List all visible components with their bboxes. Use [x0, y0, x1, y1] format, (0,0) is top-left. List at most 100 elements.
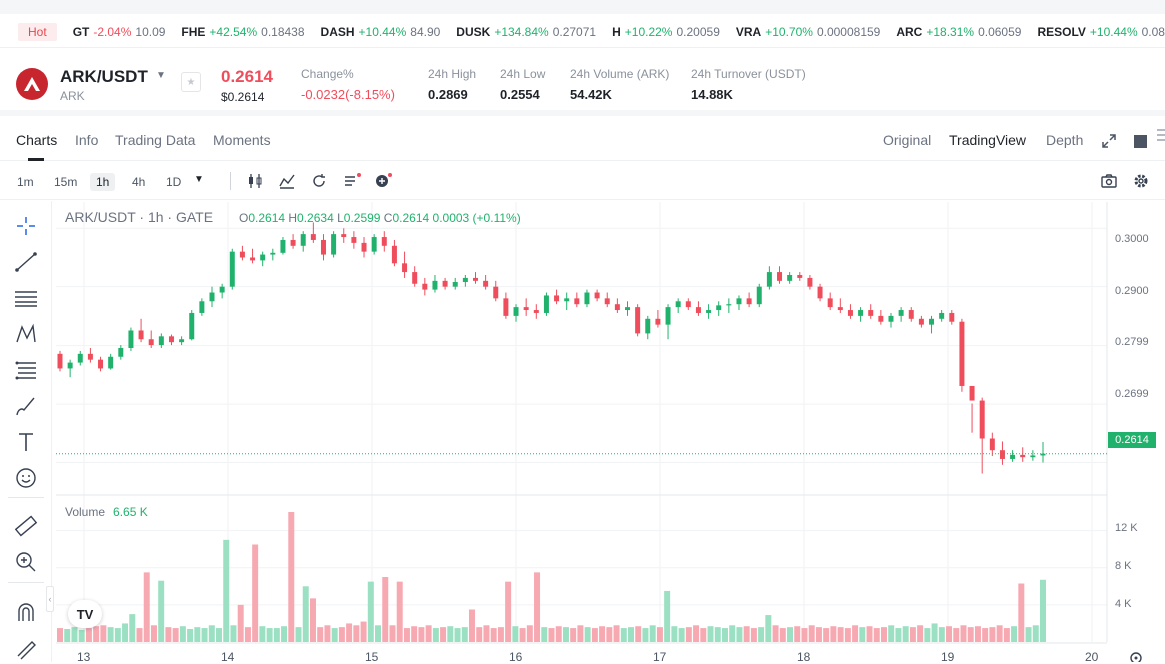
- volume-bar: [620, 628, 627, 642]
- emoji-icon[interactable]: [14, 466, 38, 490]
- axis-settings-icon[interactable]: [1128, 650, 1144, 662]
- ticker-item[interactable]: RESOLV+10.44%0.08602: [1037, 25, 1165, 39]
- crosshair-icon[interactable]: [14, 214, 38, 238]
- volume-bar: [902, 626, 909, 642]
- interval-1d[interactable]: 1D: [166, 175, 182, 189]
- ohlc-low: 0.2599: [343, 211, 381, 225]
- tab-charts[interactable]: Charts: [16, 132, 58, 148]
- volume-bar: [403, 628, 410, 642]
- candle-body: [67, 362, 73, 369]
- volume-bar: [309, 598, 316, 642]
- volume-bar: [772, 625, 779, 642]
- collapse-sidebar-handle[interactable]: ‹: [46, 586, 54, 612]
- candle-type-icon[interactable]: [246, 172, 264, 190]
- tab-original[interactable]: Original: [883, 132, 932, 148]
- ticker-change: +10.44%: [1089, 24, 1138, 39]
- ticker-price: 0.18438: [261, 24, 305, 39]
- tab-depth[interactable]: Depth: [1046, 132, 1084, 148]
- ohlc-legend: O0.2614 H0.2634 L0.2599 C0.2614 0.0003 (…: [239, 211, 521, 225]
- volume-bar: [223, 539, 230, 642]
- ruler-measure-icon[interactable]: [14, 514, 38, 538]
- volume-bar: [93, 626, 100, 642]
- volume-bar: [946, 626, 953, 642]
- fibonacci-icon[interactable]: [14, 358, 38, 382]
- add-alert-icon[interactable]: [374, 172, 392, 190]
- templates-icon[interactable]: [343, 172, 361, 190]
- interval-15m[interactable]: 15m: [54, 175, 78, 189]
- menu-icon[interactable]: [1157, 129, 1165, 141]
- volume-bar: [201, 628, 208, 642]
- favorite-star-icon[interactable]: ★: [181, 72, 201, 92]
- interval-dropdown-icon[interactable]: ▼: [194, 174, 204, 185]
- candle-body: [310, 234, 316, 240]
- volume-bar: [656, 627, 663, 642]
- candle-body: [432, 280, 438, 290]
- candle-body: [219, 286, 225, 293]
- volume-bar: [534, 572, 541, 642]
- text-tool-icon[interactable]: [14, 430, 38, 454]
- tab-tradingview[interactable]: TradingView: [949, 132, 1027, 148]
- candle-body: [695, 307, 701, 313]
- volume-bar: [396, 581, 403, 642]
- tab-info[interactable]: Info: [75, 132, 99, 148]
- candle-body: [452, 282, 458, 287]
- volume-bar: [664, 590, 671, 642]
- volume-bar: [577, 625, 584, 642]
- brush-icon[interactable]: [14, 394, 38, 418]
- fullscreen-icon[interactable]: [1102, 134, 1116, 148]
- candle-body: [827, 298, 833, 308]
- volume-bar: [338, 627, 345, 642]
- ticker-price: 0.00008159: [816, 24, 881, 39]
- volume-bar: [512, 626, 519, 642]
- volume-bar: [967, 627, 974, 642]
- screenshot-camera-icon[interactable]: [1100, 172, 1118, 190]
- pair-title[interactable]: ARK/USDT: [60, 67, 148, 86]
- ticker-item[interactable]: VRA +10.70% 0.00008159: [736, 25, 880, 39]
- ticker-item[interactable]: GT -2.04% 10.09: [73, 25, 166, 39]
- last-price-usd: $0.2614: [221, 90, 265, 104]
- horizontal-lines-icon[interactable]: [14, 286, 38, 310]
- compare-refresh-icon[interactable]: [310, 172, 328, 190]
- pair-dropdown-caret-icon[interactable]: ▼: [156, 70, 166, 81]
- volume-bar: [830, 626, 837, 642]
- volume-bar: [172, 628, 179, 642]
- hot-badge[interactable]: Hot: [18, 22, 57, 41]
- interval-1m[interactable]: 1m: [17, 175, 34, 189]
- volume-bar: [526, 625, 533, 642]
- volume-axis-label: 4 K: [1115, 598, 1132, 610]
- settings-gear-icon[interactable]: [1132, 172, 1150, 190]
- volume-bar: [57, 628, 63, 642]
- candle-body: [513, 307, 519, 316]
- tradingview-logo-icon[interactable]: TV: [68, 600, 102, 628]
- zoom-in-icon[interactable]: [14, 550, 38, 574]
- stat-value: 0.2869: [428, 87, 468, 102]
- ticker-item[interactable]: ARC +18.31% 0.06059: [896, 25, 1021, 39]
- pattern-icon[interactable]: [14, 322, 38, 346]
- volume-bar: [367, 581, 374, 642]
- ticker-item[interactable]: DUSK +134.84% 0.27071: [456, 25, 596, 39]
- ticker-symbol: GT: [72, 24, 90, 39]
- trend-line-icon[interactable]: [14, 250, 38, 274]
- volume-bar: [1011, 626, 1018, 642]
- volume-bar: [591, 628, 598, 642]
- magnet-icon[interactable]: [14, 600, 38, 624]
- volume-bar: [960, 625, 967, 642]
- indicators-icon[interactable]: [278, 172, 296, 190]
- tab-moments[interactable]: Moments: [213, 132, 271, 148]
- candle-body: [381, 237, 387, 246]
- candle-body: [959, 321, 965, 386]
- lock-drawing-icon[interactable]: [14, 636, 38, 660]
- interval-4h[interactable]: 4h: [132, 175, 146, 189]
- tab-trading-data[interactable]: Trading Data: [115, 132, 196, 148]
- candle-body: [290, 239, 296, 246]
- ticker-symbol: DUSK: [456, 24, 491, 39]
- interval-1h[interactable]: 1h: [90, 173, 116, 191]
- volume-bar: [685, 627, 692, 642]
- ticker-item[interactable]: DASH +10.44% 84.90: [321, 25, 441, 39]
- layout-toggle-icon[interactable]: [1134, 135, 1147, 148]
- ticker-item[interactable]: FHE +42.54% 0.18438: [181, 25, 304, 39]
- candle-body: [331, 234, 337, 255]
- ticker-item[interactable]: H +10.22% 0.20059: [612, 25, 720, 39]
- candle-body: [746, 298, 752, 305]
